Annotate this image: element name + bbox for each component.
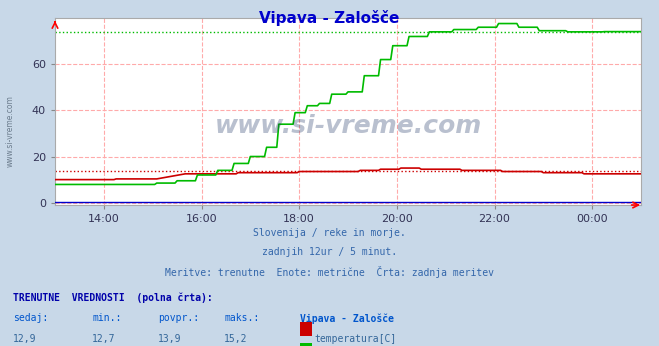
Text: temperatura[C]: temperatura[C] [314, 334, 397, 344]
Text: Slovenija / reke in morje.: Slovenija / reke in morje. [253, 228, 406, 238]
Text: min.:: min.: [92, 313, 122, 323]
Text: www.si-vreme.com: www.si-vreme.com [5, 95, 14, 167]
Text: Vipava - Zalošče: Vipava - Zalošče [300, 313, 394, 324]
Text: Meritve: trenutne  Enote: metrične  Črta: zadnja meritev: Meritve: trenutne Enote: metrične Črta: … [165, 266, 494, 279]
Text: www.si-vreme.com: www.si-vreme.com [214, 115, 482, 138]
Text: 13,9: 13,9 [158, 334, 182, 344]
Text: maks.:: maks.: [224, 313, 259, 323]
Text: zadnjih 12ur / 5 minut.: zadnjih 12ur / 5 minut. [262, 247, 397, 257]
Text: 15,2: 15,2 [224, 334, 248, 344]
Text: povpr.:: povpr.: [158, 313, 199, 323]
Text: TRENUTNE  VREDNOSTI  (polna črta):: TRENUTNE VREDNOSTI (polna črta): [13, 292, 213, 303]
Text: 12,9: 12,9 [13, 334, 37, 344]
Text: 12,7: 12,7 [92, 334, 116, 344]
Text: Vipava - Zalošče: Vipava - Zalošče [259, 10, 400, 26]
Text: sedaj:: sedaj: [13, 313, 48, 323]
